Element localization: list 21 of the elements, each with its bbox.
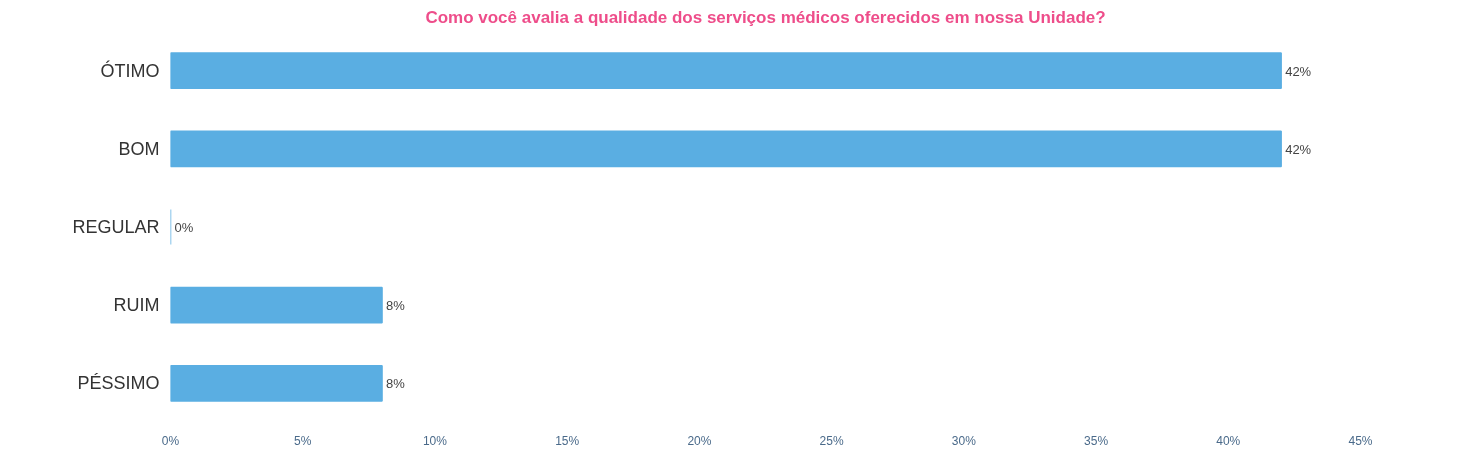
x-tick-label: 20% [687,433,712,448]
x-tick-label: 30% [951,433,977,448]
data-label: 42% [1285,141,1312,157]
y-tick-label: ÓTIMO [100,59,160,81]
x-tick-label: 0% [161,433,180,448]
y-tick-label: REGULAR [72,217,160,237]
x-tick-label: 5% [294,433,312,448]
data-label: 8% [386,298,406,314]
data-label: 0% [174,220,194,235]
y-tick-label: PÉSSIMO [77,373,160,394]
x-tick-label: 40% [1216,433,1241,448]
x-tick-label: 10% [422,433,448,448]
chart-title: Como você avalia a qualidade dos serviços médicos oferecidos em nossa Unidade? [425,7,1106,27]
data-label: 42% [1285,63,1312,79]
x-tick-label: 15% [555,433,580,448]
data-label: 8% [386,376,406,392]
x-tick-label: 35% [1084,433,1109,448]
x-tick-label: 45% [1348,433,1373,448]
y-tick-label: RUIM [113,295,160,316]
y-tick-label: BOM [118,138,160,159]
x-tick-label: 25% [819,433,844,448]
